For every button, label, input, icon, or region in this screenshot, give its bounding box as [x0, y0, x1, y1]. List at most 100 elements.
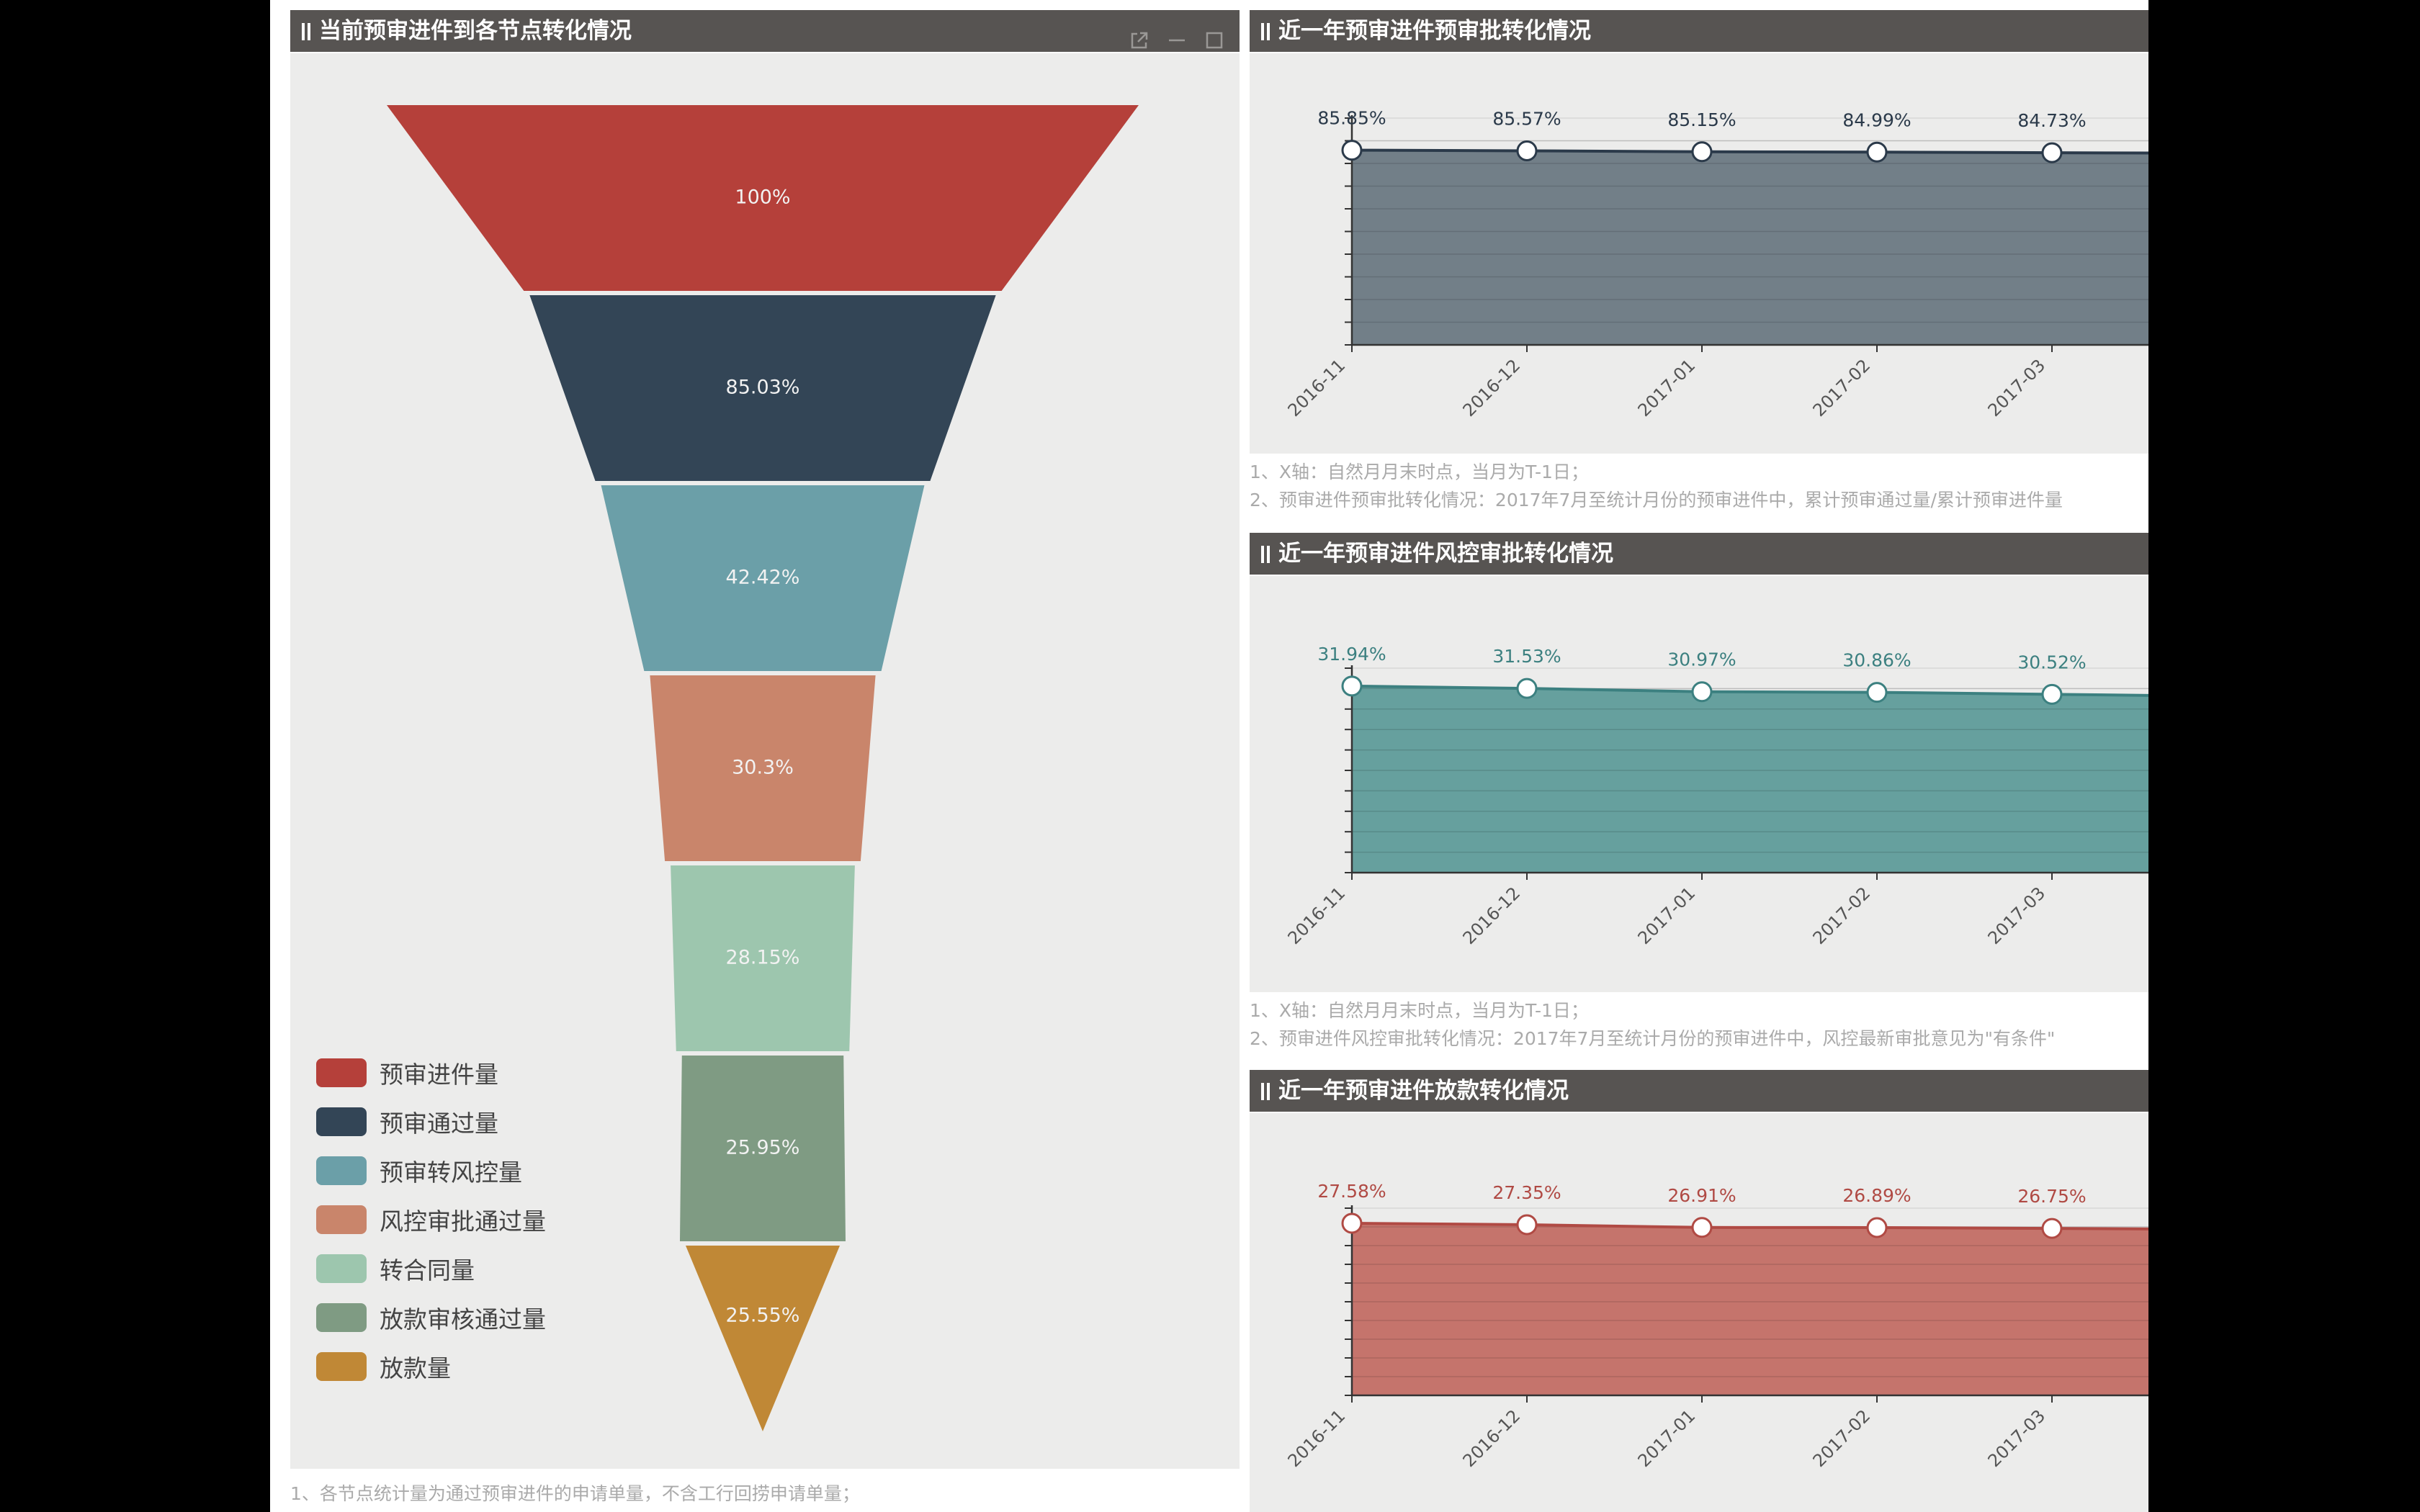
x-tick-label: 2017-02 — [1809, 355, 1875, 420]
risk-panel-title: 近一年预审进件风控审批转化情况 — [1278, 541, 1613, 567]
funnel-segment-label: 30.3% — [732, 757, 794, 779]
legend-item[interactable]: 风控审批通过量 — [316, 1195, 546, 1244]
risk-conversion-panel: 近一年预审进件风控审批转化情况 31.94% 2016-11 31.53% 2016-… — [1250, 533, 2148, 1066]
data-label: 85.57% — [1492, 108, 1561, 129]
data-point[interactable] — [1341, 675, 1363, 697]
legend-swatch — [316, 1156, 367, 1185]
external-link-icon[interactable] — [1130, 22, 1149, 49]
legend-label: 预审通过量 — [380, 1110, 498, 1138]
loan-area-chart: 27.58% 2016-11 27.35% 2016-12 26.91% 2017-01 2… — [1284, 1181, 2148, 1471]
funnel-panel: 当前预审进件到各节点转化情况 100% 85.03% 42.42% 30.3% 28.1… — [290, 10, 1240, 1512]
data-label: 30.52% — [2017, 652, 2086, 672]
data-label: 27.35% — [1492, 1182, 1561, 1203]
maximize-icon[interactable] — [1205, 22, 1224, 49]
risk-area-chart: 31.94% 2016-11 31.53% 2016-12 30.97% 2017-01 3… — [1284, 644, 2148, 948]
legend-item[interactable]: 放款量 — [316, 1342, 546, 1391]
funnel-segment-label: 100% — [735, 186, 790, 209]
funnel-segment-7[interactable] — [685, 1246, 841, 1431]
data-point[interactable] — [1341, 140, 1363, 161]
data-label: 27.58% — [1317, 1181, 1386, 1202]
legend-label: 预审转风控量 — [380, 1158, 522, 1187]
funnel-segment-label: 85.03% — [726, 377, 800, 399]
area-fill — [1352, 1223, 2148, 1395]
x-tick-label: 2016-12 — [1459, 883, 1525, 948]
funnel-segment-5[interactable] — [671, 865, 855, 1051]
funnel-segment-2[interactable] — [529, 295, 996, 481]
series-line — [1351, 148, 2148, 155]
data-point[interactable] — [1691, 1217, 1713, 1238]
data-label: 31.53% — [1492, 646, 1561, 667]
x-tick-label: 2016-12 — [1459, 355, 1525, 420]
data-point[interactable] — [2041, 1218, 2063, 1239]
funnel-segment-4[interactable] — [650, 675, 876, 861]
data-point[interactable] — [1866, 1217, 1888, 1238]
x-tick-label: 2016-11 — [1284, 355, 1350, 420]
risk-panel-titlebar: 近一年预审进件风控审批转化情况 — [1250, 533, 2148, 575]
x-tick-label: 2017-01 — [1634, 355, 1700, 420]
approval-panel-title: 近一年预审进件预审批转化情况 — [1278, 18, 1591, 44]
loan-panel-titlebar: 近一年预审进件放款转化情况 — [1250, 1070, 2148, 1112]
legend-swatch — [316, 1254, 367, 1283]
legend-swatch — [316, 1352, 367, 1381]
x-tick-label: 2016-11 — [1284, 883, 1350, 948]
approval-conversion-panel: 近一年预审进件预审批转化情况 85.85% 2016-11 85.57% 2016-1… — [1250, 10, 2148, 528]
legend-label: 风控审批通过量 — [380, 1207, 546, 1236]
series-line — [1351, 1221, 2148, 1230]
funnel-chart: 100% 85.03% 42.42% 30.3% 28.15% 25.95% 25.55% — [387, 105, 1139, 1431]
data-label: 84.99% — [1842, 109, 1911, 130]
funnel-panel-titlebar: 当前预审进件到各节点转化情况 — [290, 10, 1240, 52]
approval-note-1: 1、X轴：自然月月末时点，当月为T-1日； — [1250, 462, 1589, 482]
funnel-chart-area: 100% 85.03% 42.42% 30.3% 28.15% 25.95% 25.55% … — [290, 53, 1240, 1469]
legend-label: 放款审核通过量 — [380, 1305, 546, 1333]
data-point[interactable] — [1341, 1212, 1363, 1234]
legend-label: 放款量 — [380, 1354, 451, 1382]
approval-chart-area: 85.85% 2016-11 85.57% 2016-12 85.15% 2017-01 8… — [1250, 53, 2148, 454]
approval-note-2: 2、预审进件预审批转化情况：2017年7月至统计月份的预审进件中，累计预审通过量… — [1250, 490, 2063, 510]
funnel-footnote: 1、各节点统计量为通过预审进件的申请单量，不含工行回捞申请单量； — [290, 1483, 860, 1504]
funnel-segment-1[interactable] — [387, 105, 1139, 291]
x-tick-label: 2016-11 — [1284, 1405, 1350, 1471]
data-point[interactable] — [2041, 142, 2063, 163]
funnel-segment-3[interactable] — [601, 485, 925, 671]
minimize-icon[interactable] — [1168, 22, 1186, 42]
legend-label: 预审进件量 — [380, 1061, 498, 1089]
funnel-segment-label: 25.55% — [726, 1305, 800, 1327]
funnel-legend: 预审进件量预审通过量预审转风控量 风控审批通过量 转合同量放款审核通过量 放款量 — [316, 1048, 546, 1391]
data-point[interactable] — [1516, 140, 1538, 161]
x-tick-label: 2016-12 — [1459, 1405, 1525, 1471]
x-tick-label: 2017-03 — [1984, 355, 2050, 420]
data-label: 30.86% — [1842, 650, 1911, 671]
series-line — [1351, 684, 2148, 697]
data-point[interactable] — [1516, 1214, 1538, 1236]
data-label: 30.97% — [1667, 649, 1736, 670]
loan-panel-title: 近一年预审进件放款转化情况 — [1278, 1078, 1569, 1104]
data-label: 31.94% — [1317, 644, 1386, 665]
data-label: 26.75% — [2017, 1186, 2086, 1207]
x-tick-label: 2017-01 — [1634, 883, 1700, 948]
data-label: 26.91% — [1667, 1185, 1736, 1206]
legend-item[interactable]: 预审进件量 — [316, 1048, 546, 1097]
data-point[interactable] — [1691, 681, 1713, 703]
data-point[interactable] — [2041, 683, 2063, 705]
x-tick-label: 2017-01 — [1634, 1405, 1700, 1471]
loan-conversion-panel: 近一年预审进件放款转化情况 27.58% 2016-11 27.35% 2016-12… — [1250, 1070, 2148, 1512]
data-point[interactable] — [1866, 141, 1888, 163]
data-point[interactable] — [1866, 682, 1888, 703]
legend-swatch — [316, 1107, 367, 1136]
legend-item[interactable]: 预审通过量 — [316, 1097, 546, 1146]
x-tick-label: 2017-02 — [1809, 883, 1875, 948]
funnel-segment-label: 28.15% — [726, 947, 800, 969]
legend-item[interactable]: 转合同量 — [316, 1244, 546, 1293]
legend-swatch — [316, 1205, 367, 1234]
data-label: 85.15% — [1667, 109, 1736, 130]
approval-panel-titlebar: 近一年预审进件预审批转化情况 — [1250, 10, 2148, 52]
x-tick-label: 2017-02 — [1809, 1405, 1875, 1471]
legend-swatch — [316, 1058, 367, 1087]
data-point[interactable] — [1516, 678, 1538, 699]
legend-item[interactable]: 放款审核通过量 — [316, 1293, 546, 1342]
funnel-segment-6[interactable] — [679, 1056, 846, 1241]
funnel-panel-title: 当前预审进件到各节点转化情况 — [319, 18, 632, 44]
data-point[interactable] — [1691, 141, 1713, 163]
legend-item[interactable]: 预审转风控量 — [316, 1146, 546, 1195]
legend-label: 转合同量 — [380, 1256, 475, 1284]
